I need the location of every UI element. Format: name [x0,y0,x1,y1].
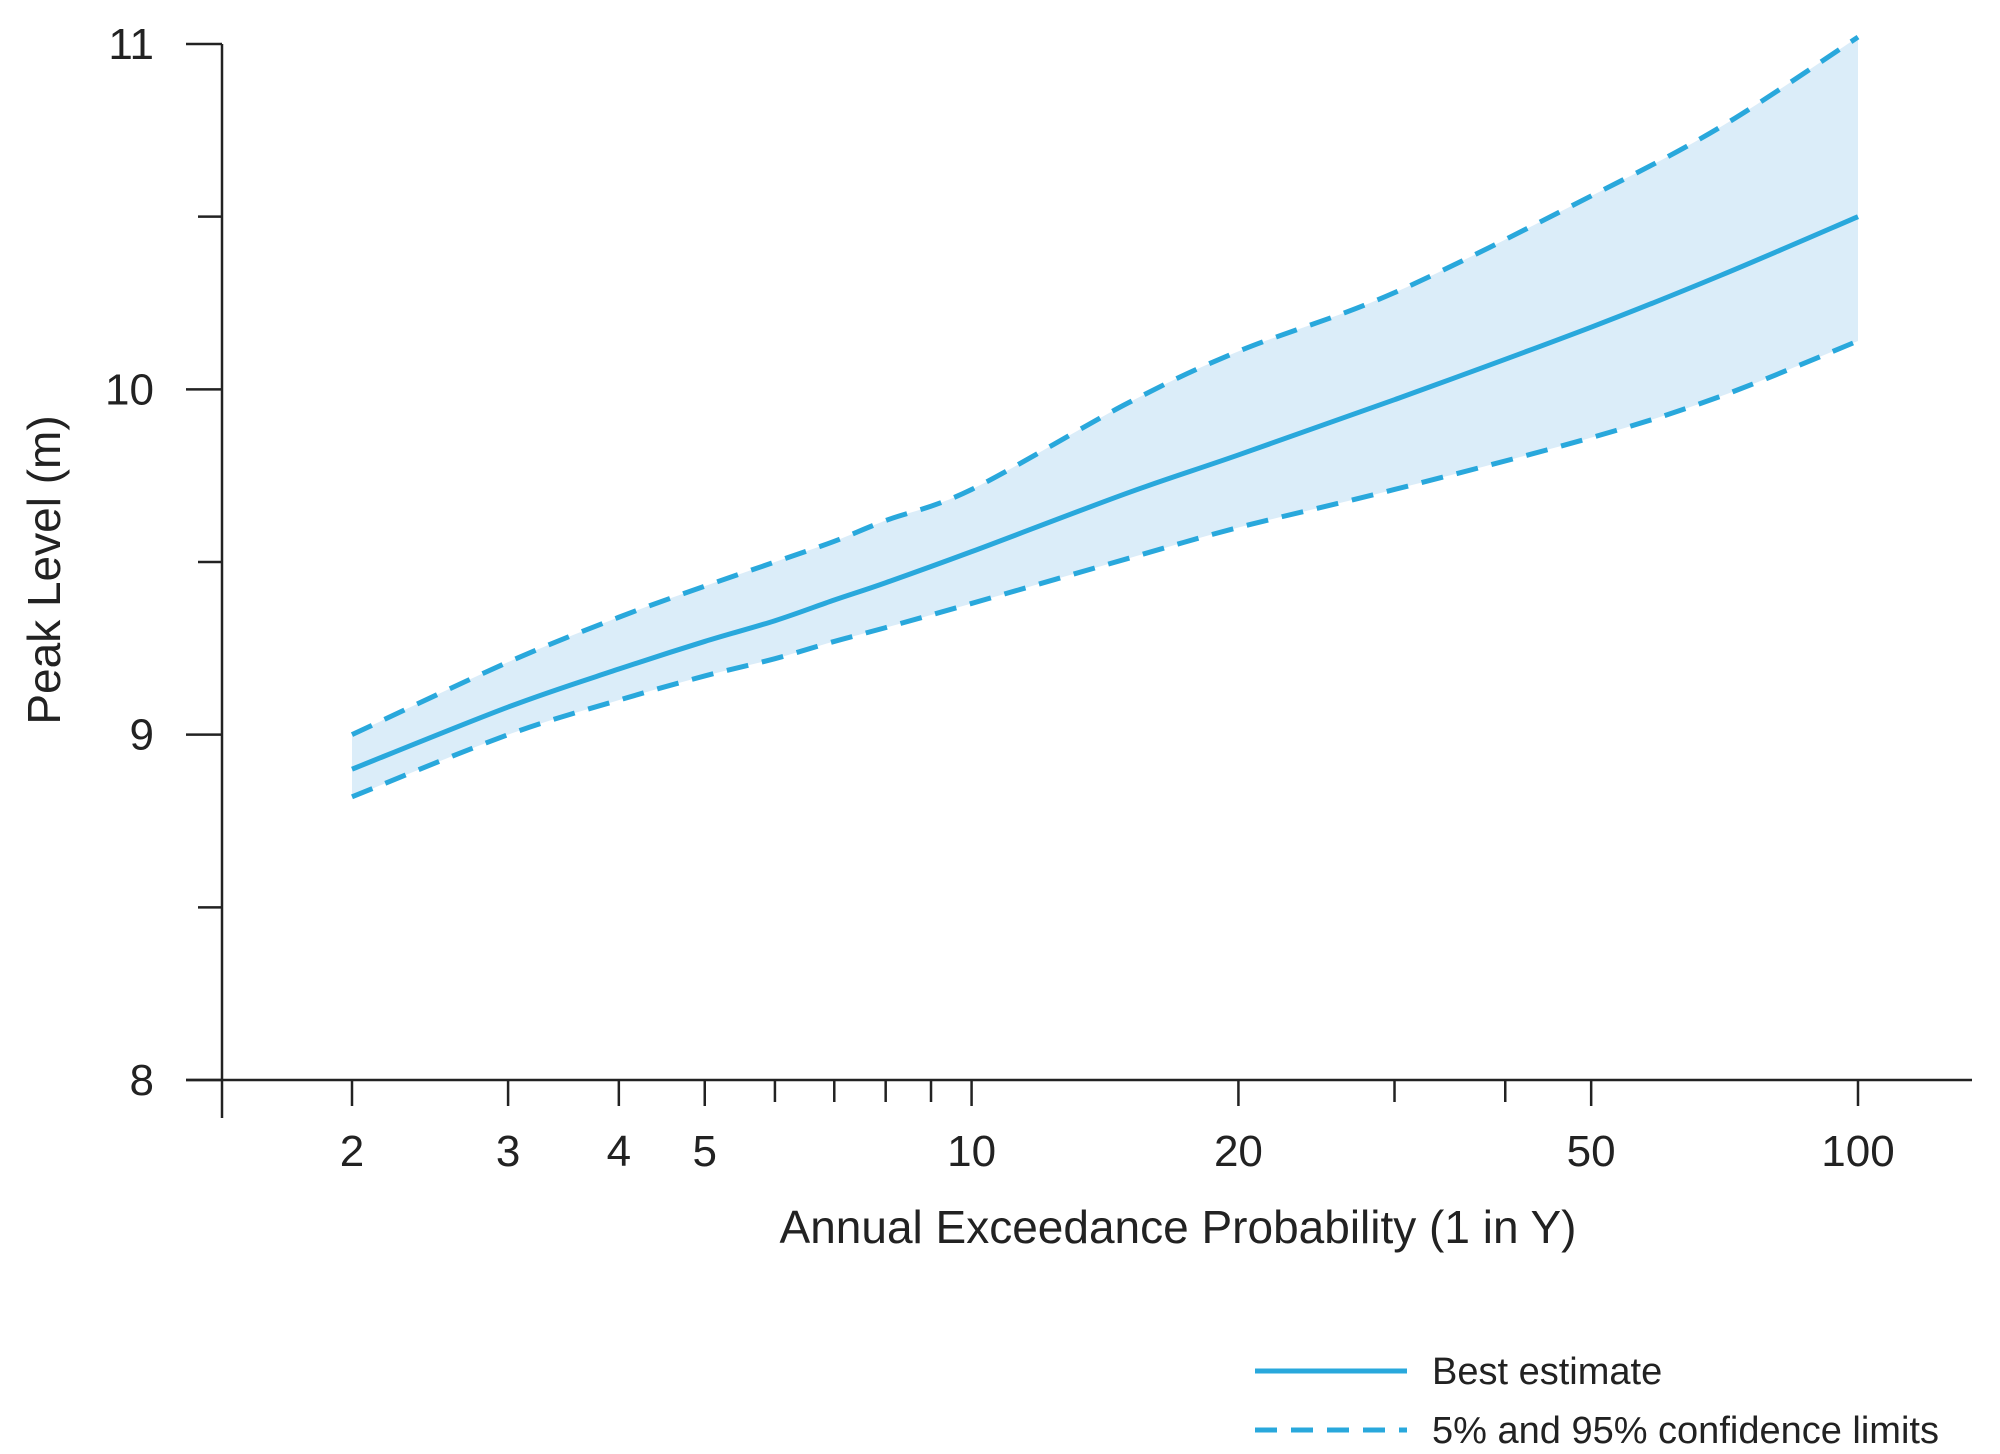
legend-label-best-estimate: Best estimate [1432,1351,1662,1393]
y-axis-label: Peak Level (m) [18,415,70,724]
x-tick-label: 20 [1214,1127,1263,1176]
series-line-upper-confidence-limit [350,35,1860,737]
confidence-band [352,37,1858,797]
series-lines [350,35,1860,800]
y-tick-label: 9 [130,711,154,760]
series-line-best-estimate [351,214,1859,772]
axes: 8 9 10 11 2 3 4 5 10 20 50 100 [105,20,1972,1176]
x-axis-label: Annual Exceedance Probability (1 in Y) [780,1201,1577,1253]
y-tick-label: 11 [108,20,154,69]
x-tick-label: 3 [496,1127,520,1176]
x-tick-label: 2 [340,1127,364,1176]
y-tick-label: 8 [130,1056,154,1105]
y-tick-label: 10 [105,365,154,414]
x-tick-label: 10 [947,1127,996,1176]
x-tick-label: 50 [1567,1127,1616,1176]
x-tick-label: 100 [1821,1127,1894,1176]
legend-label-confidence-limits: 5% and 95% confidence limits [1432,1410,1939,1452]
legend: Best estimate 5% and 95% confidence limi… [1255,1351,1939,1452]
x-tick-label: 5 [692,1127,716,1176]
x-tick-label: 4 [607,1127,631,1176]
